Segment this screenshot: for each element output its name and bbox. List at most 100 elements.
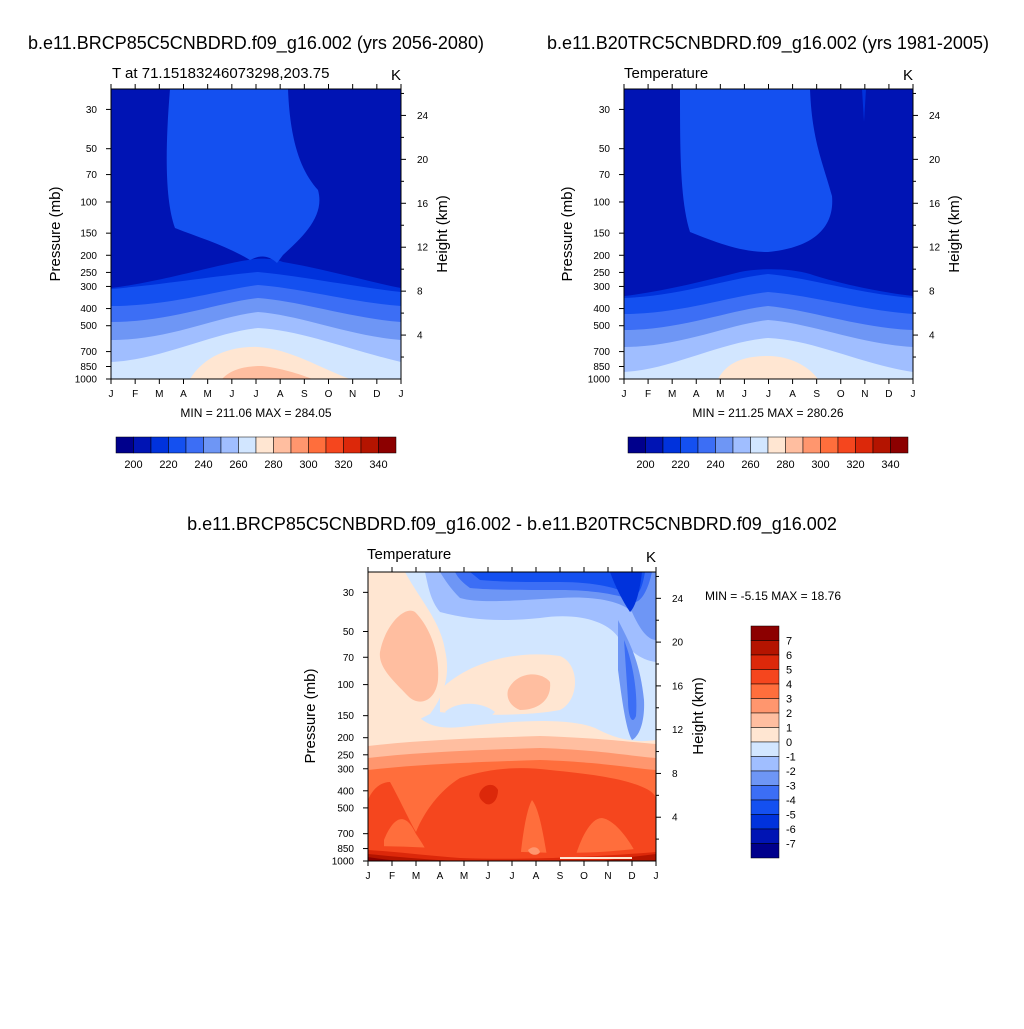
colorbar-swatch bbox=[750, 654, 780, 670]
colorbar-swatch bbox=[855, 436, 874, 454]
colorbar-label: 3 bbox=[786, 694, 792, 706]
colorbar-swatch bbox=[168, 436, 187, 454]
height-tick-label: 16 bbox=[672, 681, 684, 692]
colorbar-swatch bbox=[627, 436, 646, 454]
panel-future-ylabel-right: Height (km) bbox=[434, 195, 451, 273]
x-tick-label: J bbox=[766, 389, 771, 400]
contour-band-290 bbox=[190, 346, 350, 379]
x-tick-label: S bbox=[557, 871, 564, 882]
colorbar-swatch bbox=[820, 436, 839, 454]
x-tick-label: A bbox=[693, 389, 700, 400]
panel-future-ylabel: Pressure (mb) bbox=[47, 186, 64, 281]
y-tick-label: 150 bbox=[80, 229, 97, 240]
y-tick-label: 400 bbox=[593, 304, 610, 315]
x-tick-label: J bbox=[254, 389, 259, 400]
y-tick-label: 70 bbox=[599, 170, 611, 181]
x-tick-label: F bbox=[645, 389, 651, 400]
colorbar-label: 280 bbox=[776, 459, 794, 471]
height-tick-label: 8 bbox=[929, 287, 935, 298]
panel-historical-ylabel: Pressure (mb) bbox=[559, 186, 576, 281]
x-tick-label: M bbox=[668, 389, 676, 400]
y-tick-label: 850 bbox=[593, 362, 610, 373]
x-tick-label: O bbox=[837, 389, 845, 400]
x-tick-label: S bbox=[301, 389, 308, 400]
colorbar-swatch bbox=[150, 436, 169, 454]
colorbar-swatch bbox=[750, 712, 780, 728]
colorbar-swatch bbox=[802, 436, 821, 454]
colorbar-swatch bbox=[767, 436, 786, 454]
colorbar-label: 300 bbox=[299, 459, 317, 471]
y-tick-label: 100 bbox=[593, 197, 610, 208]
contour-band-dec-tongue-core bbox=[624, 640, 637, 721]
y-tick-label: 100 bbox=[337, 680, 354, 691]
colorbar-label: 220 bbox=[159, 459, 177, 471]
y-tick-label: 30 bbox=[599, 105, 611, 116]
contour-band-neg5-neg4 bbox=[470, 572, 645, 596]
colorbar-swatch bbox=[785, 436, 804, 454]
panel-difference-stats: MIN = -5.15 MAX = 18.76 bbox=[705, 589, 841, 603]
x-tick-label: J bbox=[399, 389, 404, 400]
colorbar-swatch bbox=[750, 828, 780, 844]
y-tick-label: 1000 bbox=[588, 375, 611, 386]
colorbar-swatch bbox=[750, 799, 780, 815]
y-tick-label: 700 bbox=[593, 347, 610, 358]
x-tick-label: S bbox=[813, 389, 820, 400]
y-tick-label: 700 bbox=[80, 347, 97, 358]
panel-difference-units: K bbox=[646, 549, 656, 566]
height-tick-label: 12 bbox=[929, 243, 941, 254]
colorbar-label: 300 bbox=[811, 459, 829, 471]
panel-difference-ylabel-right: Height (km) bbox=[690, 677, 707, 755]
y-tick-label: 100 bbox=[80, 197, 97, 208]
panel-difference-ylabel: Pressure (mb) bbox=[302, 668, 319, 763]
panel-future-stats: MIN = 211.06 MAX = 284.05 bbox=[180, 406, 332, 420]
colorbar-label: -2 bbox=[786, 766, 796, 778]
x-tick-label: D bbox=[373, 389, 380, 400]
colorbar-swatch bbox=[115, 436, 134, 454]
colorbar-label: 200 bbox=[636, 459, 654, 471]
x-tick-label: M bbox=[460, 871, 468, 882]
y-tick-label: 500 bbox=[593, 321, 610, 332]
x-tick-label: D bbox=[628, 871, 635, 882]
y-tick-label: 1000 bbox=[75, 375, 98, 386]
colorbar-label: 240 bbox=[194, 459, 212, 471]
panel-historical-contours bbox=[624, 89, 913, 379]
y-tick-label: 500 bbox=[80, 321, 97, 332]
colorbar-label: 7 bbox=[786, 636, 792, 648]
colorbar-swatch bbox=[750, 669, 780, 685]
colorbar-label: -3 bbox=[786, 781, 796, 793]
y-tick-label: 200 bbox=[337, 733, 354, 744]
height-tick-label: 4 bbox=[929, 331, 935, 342]
contour-band-over7-surface bbox=[368, 857, 400, 861]
y-tick-label: 200 bbox=[593, 251, 610, 262]
x-tick-label: J bbox=[911, 389, 916, 400]
y-tick-label: 50 bbox=[86, 144, 98, 155]
x-tick-label: O bbox=[580, 871, 588, 882]
x-tick-label: J bbox=[109, 389, 114, 400]
colorbar-swatch bbox=[750, 727, 780, 743]
x-tick-label: A bbox=[533, 871, 540, 882]
contour-band-300 bbox=[222, 366, 312, 379]
colorbar-swatch bbox=[255, 436, 274, 454]
contour-band-230-summer bbox=[166, 89, 320, 263]
colorbar-swatch bbox=[185, 436, 204, 454]
y-tick-label: 70 bbox=[343, 653, 355, 664]
panel-historical: b.e11.B20TRC5CNBDRD.f09_g16.002 (yrs 198… bbox=[547, 33, 989, 471]
height-tick-label: 8 bbox=[417, 287, 423, 298]
height-tick-label: 24 bbox=[417, 111, 429, 122]
height-tick-label: 16 bbox=[417, 199, 429, 210]
panel-difference: b.e11.BRCP85C5CNBDRD.f09_g16.002 - b.e11… bbox=[187, 514, 841, 882]
y-tick-label: 300 bbox=[80, 282, 97, 293]
panel-difference-title: b.e11.BRCP85C5CNBDRD.f09_g16.002 - b.e11… bbox=[187, 514, 837, 535]
colorbar-label: 260 bbox=[229, 459, 247, 471]
y-tick-label: 300 bbox=[593, 282, 610, 293]
x-tick-label: N bbox=[349, 389, 356, 400]
panel-difference-subtitle: Temperature bbox=[367, 546, 451, 563]
panel-historical-ylabel-right: Height (km) bbox=[946, 195, 963, 273]
x-tick-label: F bbox=[389, 871, 395, 882]
colorbar-swatch bbox=[750, 741, 780, 757]
x-tick-label: J bbox=[622, 389, 627, 400]
colorbar-label: 220 bbox=[671, 459, 689, 471]
contour-band-3-4-notch-aug bbox=[520, 800, 548, 861]
x-tick-label: N bbox=[604, 871, 611, 882]
y-tick-label: 30 bbox=[343, 588, 355, 599]
